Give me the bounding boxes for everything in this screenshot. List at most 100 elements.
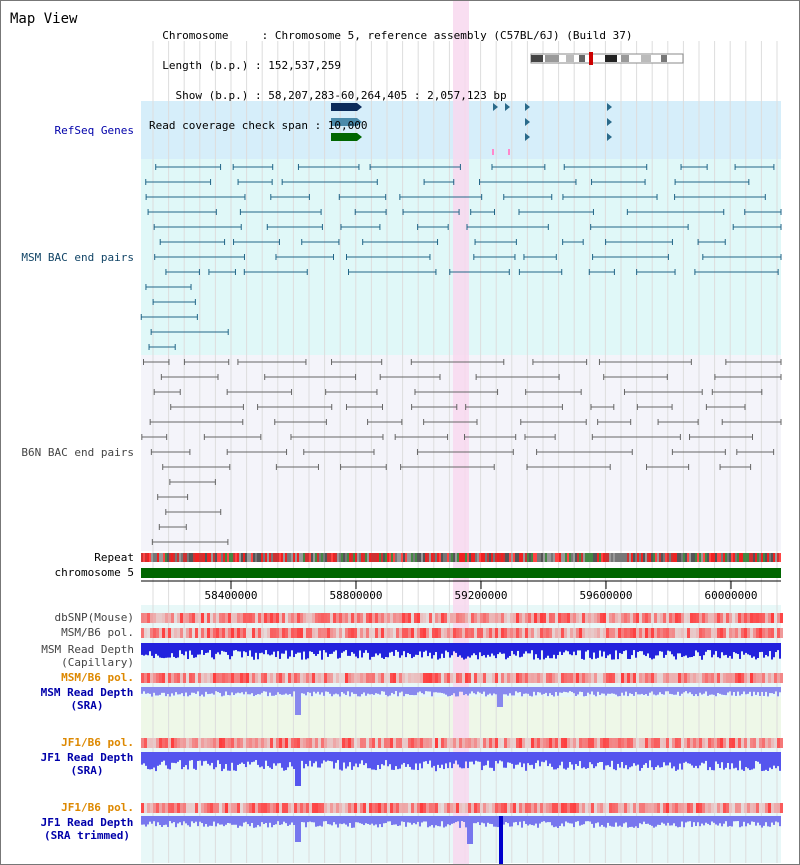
jf1-b6-pol-2-cell xyxy=(318,803,321,813)
track-label-msm-b6-pol-2[interactable]: MSM/B6 pol. xyxy=(61,671,134,684)
msm-b6-pol-cell xyxy=(258,628,261,638)
jf1-trimmed-depth-spike xyxy=(499,816,503,864)
msm-capillary-depth-bar xyxy=(447,643,449,653)
jf1-b6-pol-cell xyxy=(273,738,276,748)
jf1-b6-pol-2-cell xyxy=(744,803,747,813)
msm-sra-depth-bar xyxy=(415,687,417,696)
repeat-element xyxy=(287,553,289,562)
msm-capillary-depth-bar xyxy=(221,643,223,651)
msm-b6-pol-cell xyxy=(312,628,315,638)
jf1-b6-pol-cell xyxy=(540,738,543,748)
msm-b6-pol-2-cell xyxy=(564,673,567,683)
msm-sra-depth-bar xyxy=(271,687,273,696)
jf1-b6-pol-cell xyxy=(477,738,480,748)
msm-sra-depth-bar xyxy=(761,687,763,692)
jf1-sra-depth-bar xyxy=(165,752,167,766)
jf1-sra-depth-bar xyxy=(195,752,197,770)
jf1-trimmed-depth-bar xyxy=(489,816,491,824)
msm-capillary-depth-bar xyxy=(563,643,565,653)
jf1-sra-depth-bar xyxy=(737,752,739,771)
jf1-sra-depth-bar xyxy=(735,752,737,768)
repeat-element xyxy=(491,553,493,562)
jf1-b6-pol-cell xyxy=(462,738,465,748)
dbsnp-strip-cell xyxy=(177,613,180,623)
track-label-dbsnp[interactable]: dbSNP(Mouse) xyxy=(54,611,134,624)
jf1-trimmed-depth-bar xyxy=(567,816,569,823)
repeat-element xyxy=(773,553,775,562)
jf1-sra-depth-bar xyxy=(147,752,149,770)
msm-sra-depth-bar xyxy=(369,687,371,695)
track-label-msm-depth-sra[interactable]: MSM Read Depth xyxy=(40,686,134,699)
jf1-trimmed-depth-bar xyxy=(417,816,419,822)
dbsnp-strip-cell xyxy=(348,613,351,623)
repeat-element xyxy=(271,553,273,562)
msm-capillary-depth-bar xyxy=(275,643,277,658)
msm-b6-pol-cell xyxy=(390,628,393,638)
jf1-trimmed-depth-bar xyxy=(699,816,701,827)
jf1-b6-pol-cell xyxy=(705,738,708,748)
jf1-trimmed-depth-bar xyxy=(481,816,483,823)
msm-b6-pol-2-cell xyxy=(747,673,750,683)
msm-capillary-depth-bar xyxy=(435,643,437,653)
track-label-refseq[interactable]: RefSeq Genes xyxy=(54,124,134,137)
repeat-element xyxy=(269,553,271,562)
dbsnp-strip-cell xyxy=(765,613,768,623)
msm-b6-pol-cell xyxy=(570,628,573,638)
track-label-jf1-b6-pol[interactable]: JF1/B6 pol. xyxy=(61,736,134,749)
track-label-jf1-b6-pol-2[interactable]: JF1/B6 pol. xyxy=(61,801,134,814)
jf1-b6-pol-cell xyxy=(303,738,306,748)
info-line-coverage: Read coverage check span : 10,000 xyxy=(149,119,368,132)
jf1-b6-pol-cell xyxy=(465,738,468,748)
msm-sra-depth-bar xyxy=(645,687,647,695)
repeat-element xyxy=(313,553,315,562)
track-label-msm-b6-pol[interactable]: MSM/B6 pol. xyxy=(61,626,134,639)
repeat-element xyxy=(549,553,551,562)
msm-sra-depth-bar xyxy=(361,687,363,695)
msm-sra-depth-bar xyxy=(431,687,433,697)
dbsnp-strip-cell xyxy=(384,613,387,623)
track-label-msm-bac[interactable]: MSM BAC end pairs xyxy=(21,251,134,264)
jf1-b6-pol-cell xyxy=(723,738,726,748)
jf1-b6-pol-cell xyxy=(288,738,291,748)
track-label-repeat[interactable]: Repeat xyxy=(94,551,134,564)
msm-b6-pol-cell xyxy=(222,628,225,638)
jf1-b6-pol-cell xyxy=(711,738,714,748)
track-label-b6n-bac[interactable]: B6N BAC end pairs xyxy=(21,446,134,459)
track-label-msm-depth-capillary[interactable]: MSM Read Depth xyxy=(41,643,134,656)
msm-capillary-depth-bar xyxy=(235,643,237,651)
msm-sra-depth-bar xyxy=(567,687,569,693)
msm-b6-pol-2-cell xyxy=(693,673,696,683)
jf1-b6-pol-2-cell xyxy=(633,803,636,813)
jf1-b6-pol-cell xyxy=(222,738,225,748)
jf1-trimmed-depth-bar xyxy=(553,816,555,828)
msm-sra-depth-bar xyxy=(541,687,543,695)
jf1-sra-depth-bar xyxy=(761,752,763,772)
track-label-jf1-depth-sra[interactable]: JF1 Read Depth xyxy=(40,751,134,764)
repeat-element xyxy=(167,553,169,562)
msm-sra-depth-bar xyxy=(463,687,465,696)
msm-b6-pol-2-cell xyxy=(369,673,372,683)
msm-b6-pol-2-cell xyxy=(702,673,705,683)
msm-b6-pol-2-cell xyxy=(144,673,147,683)
msm-sra-depth-bar xyxy=(535,687,537,696)
msm-sra-depth-bar xyxy=(583,687,585,697)
jf1-b6-pol-cell xyxy=(624,738,627,748)
msm-sra-depth-bar xyxy=(687,687,689,694)
msm-capillary-depth-bar xyxy=(727,643,729,658)
msm-sra-depth-bar xyxy=(551,687,553,696)
repeat-element xyxy=(441,553,443,562)
jf1-sra-depth-bar xyxy=(473,752,475,765)
msm-sra-depth-bar xyxy=(649,687,651,693)
repeat-element xyxy=(369,553,371,562)
jf1-b6-pol-cell xyxy=(237,738,240,748)
track-label-jf1-depth-trimmed[interactable]: JF1 Read Depth xyxy=(40,816,134,829)
jf1-trimmed-depth-bar xyxy=(725,816,727,822)
jf1-b6-pol-cell xyxy=(483,738,486,748)
repeat-element xyxy=(263,553,265,562)
jf1-trimmed-depth-bar xyxy=(367,816,369,824)
jf1-b6-pol-cell xyxy=(264,738,267,748)
msm-capillary-depth-bar xyxy=(575,643,577,656)
msm-capillary-depth-bar xyxy=(665,643,667,655)
jf1-b6-pol-cell xyxy=(657,738,660,748)
